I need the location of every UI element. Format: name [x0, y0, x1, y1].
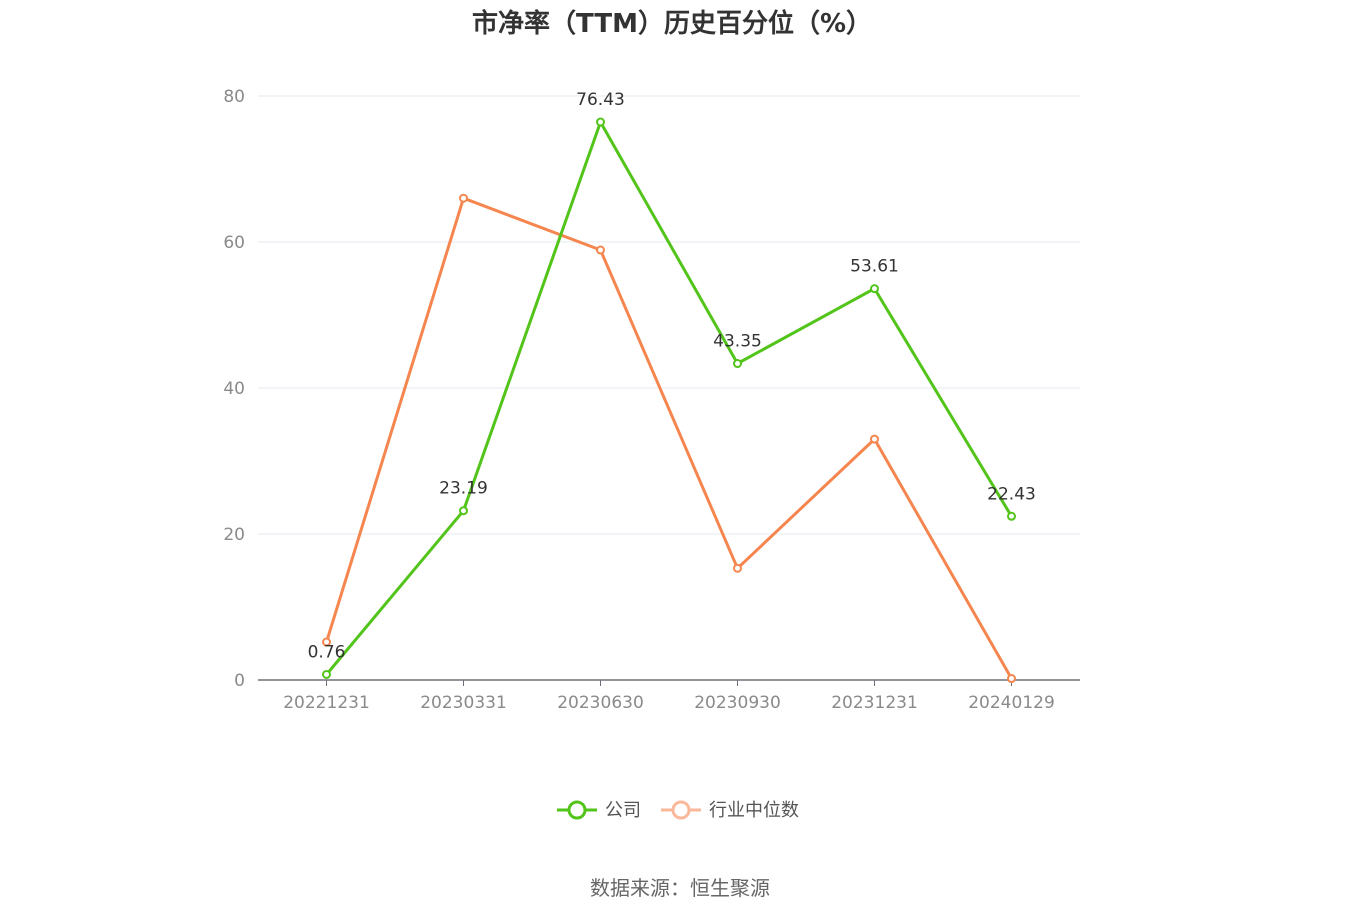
x-tick-label-20221231: 20221231 [283, 693, 370, 713]
series-point-industry-0 [322, 637, 331, 647]
series-group [322, 117, 1016, 684]
legend: 公司 行业中位数 [557, 800, 799, 821]
series-point-industry-4 [870, 434, 879, 444]
series-point-company-3 [733, 359, 742, 369]
series-point-industry-5 [1007, 674, 1016, 684]
x-axis-ticks: 20221231 20230331 20230630 20230930 20231231… [283, 680, 1055, 713]
data-label-company-3: 43.35 [713, 332, 762, 352]
y-tick-label-60: 60 [223, 233, 245, 253]
legend-item-industry[interactable]: 行业中位数 [661, 800, 799, 821]
x-tick-label-20231231: 20231231 [831, 693, 918, 713]
legend-industry-label: 行业中位数 [709, 800, 799, 821]
y-tick-label-40: 40 [223, 379, 245, 399]
data-label-company-1: 23.19 [439, 479, 488, 499]
series-point-industry-1 [459, 193, 468, 203]
series-line-company [325, 120, 1013, 676]
legend-company-marker [567, 800, 587, 820]
data-labels: 0.76 23.19 76.43 43.35 53.61 22.43 [308, 90, 1036, 662]
data-label-company-4: 53.61 [850, 257, 899, 277]
y-tick-label-20: 20 [223, 525, 245, 545]
x-tick-label-20230630: 20230630 [557, 693, 644, 713]
series-point-industry-3 [733, 563, 742, 573]
series-point-industry-2 [596, 245, 605, 255]
legend-company-label: 公司 [605, 800, 641, 821]
legend-industry-marker [671, 800, 691, 820]
data-label-company-5: 22.43 [987, 484, 1036, 504]
data-label-company-0: 0.76 [308, 642, 346, 662]
series-point-company-1 [459, 506, 468, 516]
data-label-company-2: 76.43 [576, 90, 625, 110]
series-point-company-5 [1007, 511, 1016, 521]
y-axis-ticks: 0 20 40 60 80 [223, 87, 245, 691]
x-tick-label-20230930: 20230930 [694, 693, 781, 713]
series-point-company-0 [322, 669, 331, 679]
series-point-company-4 [870, 284, 879, 294]
y-tick-label-80: 80 [223, 87, 245, 107]
legend-item-company[interactable]: 公司 [557, 800, 641, 821]
chart-title: 市净率（TTM）历史百分位（%） [472, 8, 872, 39]
x-tick-label-20240129: 20240129 [968, 693, 1055, 713]
y-tick-label-0: 0 [234, 671, 245, 691]
data-source: 数据来源：恒生聚源 [590, 876, 770, 900]
series-point-company-2 [596, 117, 605, 127]
x-tick-label-20230331: 20230331 [420, 693, 507, 713]
series-line-industry [325, 196, 1013, 680]
